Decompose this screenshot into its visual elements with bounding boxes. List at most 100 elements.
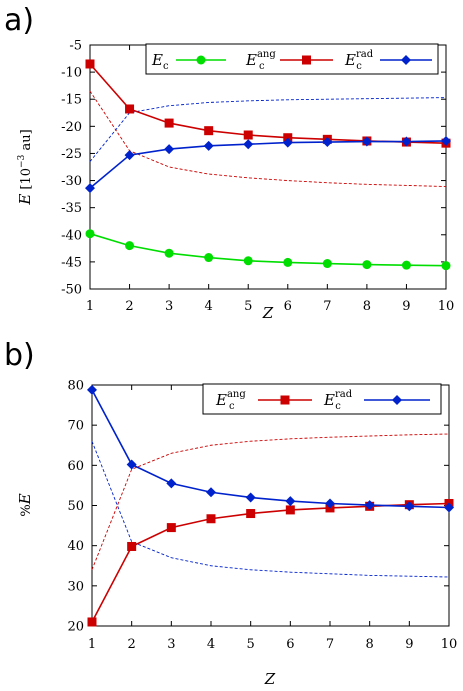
y-tick-label: 20 xyxy=(67,620,84,635)
data-point xyxy=(85,183,95,194)
x-tick-label: 4 xyxy=(205,299,213,314)
legend: Eang c Erad c xyxy=(202,383,442,415)
legend-subscript: c xyxy=(356,61,362,72)
legend-superscript: ang xyxy=(257,49,276,60)
y-axis-label-symbol: E xyxy=(16,493,34,505)
y-axis-label-symbol: E xyxy=(16,194,34,206)
y-tick-label: -25 xyxy=(61,147,82,162)
y-tick-label: 80 xyxy=(67,379,84,394)
data-point xyxy=(87,384,97,395)
x-axis-label: Z xyxy=(262,304,274,322)
dashed-lines xyxy=(89,90,447,187)
data-point xyxy=(243,130,253,140)
x-tick-label: 6 xyxy=(286,637,294,652)
y-tick-label: -35 xyxy=(61,201,82,216)
data-point xyxy=(87,617,97,627)
x-tick-label: 7 xyxy=(323,299,331,314)
y-tick-label: -10 xyxy=(61,66,82,81)
legend-marker xyxy=(392,395,402,405)
y-tick-label: -30 xyxy=(61,174,82,189)
data-point xyxy=(322,259,332,269)
panel-label: a) xyxy=(4,3,34,38)
legend-subscript: c xyxy=(259,61,265,72)
legend-symbol: E xyxy=(245,51,257,69)
data-point xyxy=(124,150,135,161)
dashed-line xyxy=(89,97,447,162)
series-markers xyxy=(87,384,454,627)
y-tick-label: 70 xyxy=(67,419,84,434)
data-point xyxy=(204,253,214,263)
series-line xyxy=(89,232,447,267)
legend-label: Erad c xyxy=(344,49,374,72)
legend-superscript: rad xyxy=(356,49,374,60)
y-tick-label: 30 xyxy=(67,579,84,594)
legend-label: Eang c xyxy=(245,49,276,72)
data-point xyxy=(206,487,216,498)
legend-label: Eang c xyxy=(215,389,246,412)
data-point xyxy=(203,140,214,151)
data-point xyxy=(283,257,293,267)
data-point xyxy=(285,505,295,515)
data-point xyxy=(243,139,254,150)
x-tick-label: 5 xyxy=(247,637,255,652)
x-tick-label: 6 xyxy=(284,299,292,314)
y-axis-label: %E xyxy=(16,493,34,516)
legend-superscript: ang xyxy=(227,389,246,400)
legend-symbol: E xyxy=(323,391,335,409)
dashed-lines xyxy=(91,433,450,578)
dashed-line xyxy=(91,433,450,570)
y-tick-label: 60 xyxy=(67,459,84,474)
y-ticks: -5 -10 -15 -20 -25 -30 -35 -40 -45 -50 xyxy=(61,39,446,298)
series-lines xyxy=(89,63,447,267)
data-point xyxy=(164,248,174,258)
y-axis-label: E [10−3 au] xyxy=(16,129,34,205)
data-point xyxy=(166,478,177,489)
legend-symbol: E xyxy=(344,51,356,69)
data-point xyxy=(404,501,415,512)
legend-box xyxy=(145,43,439,75)
legend-superscript: rad xyxy=(335,389,353,400)
series-line xyxy=(91,389,450,509)
data-point xyxy=(246,509,256,519)
legend-marker xyxy=(302,55,311,65)
plot-frame xyxy=(89,44,447,290)
series-markers xyxy=(85,59,451,271)
x-tick-label: 10 xyxy=(441,637,458,652)
legend-subscript: c xyxy=(163,61,169,72)
y-tick-label: -45 xyxy=(61,255,82,270)
y-ticks: 80 70 60 50 40 30 20 xyxy=(67,379,449,635)
y-tick-label: 50 xyxy=(67,499,84,514)
x-tick-label: 3 xyxy=(167,637,175,652)
y-axis-label-prefix: [10 xyxy=(19,168,34,194)
y-axis-label-unit: au] xyxy=(19,129,34,154)
x-tick-label: 4 xyxy=(207,637,215,652)
data-point xyxy=(401,260,411,270)
legend-symbol: E xyxy=(151,51,163,69)
x-ticks: 1 2 3 4 5 6 7 8 9 10 xyxy=(88,385,457,652)
y-axis-label-prefix: % xyxy=(19,504,34,516)
x-ticks: 1 2 3 4 5 6 7 8 9 10 xyxy=(86,45,454,314)
data-point xyxy=(164,144,175,155)
x-tick-label: 8 xyxy=(363,299,371,314)
series-lines xyxy=(91,389,450,623)
legend-marker xyxy=(280,395,290,405)
data-point xyxy=(85,229,95,239)
data-point xyxy=(362,260,372,270)
data-point xyxy=(245,492,256,503)
legend: Ec Eang c Erad c xyxy=(145,43,439,75)
data-point xyxy=(444,502,454,513)
data-point xyxy=(243,256,253,266)
panel-label: b) xyxy=(4,338,35,373)
legend-symbol: E xyxy=(215,391,227,409)
data-point xyxy=(361,136,372,147)
y-tick-label: -50 xyxy=(61,283,82,298)
x-tick-label: 2 xyxy=(128,637,136,652)
x-tick-label: 8 xyxy=(366,637,374,652)
data-point xyxy=(282,137,293,148)
data-point xyxy=(126,459,137,470)
y-tick-label: -5 xyxy=(69,39,82,54)
data-point xyxy=(85,59,95,69)
y-axis-label-exponent: −3 xyxy=(17,154,27,168)
x-tick-label: 7 xyxy=(326,637,334,652)
